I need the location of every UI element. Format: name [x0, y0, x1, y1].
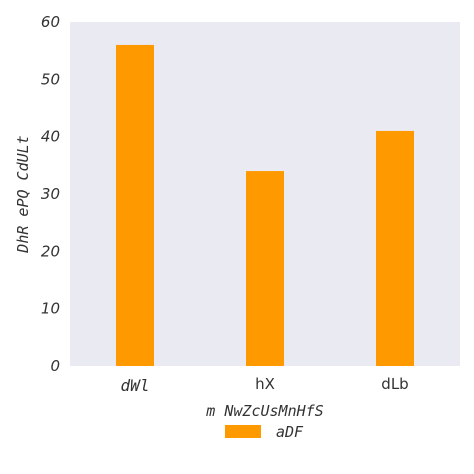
y-tick-label: 10: [41, 300, 60, 318]
x-axis-ticks: dWl hX dLb: [121, 375, 409, 395]
y-tick-label: 60: [41, 13, 60, 31]
y-tick-label: 20: [41, 242, 60, 260]
x-tick-label: dWl: [121, 376, 150, 395]
y-axis-ticks: 0 10 20 30 40 50 60: [41, 13, 60, 375]
y-tick-label: 0: [50, 357, 60, 375]
y-tick-label: 50: [41, 70, 60, 88]
x-tick-label: dLb: [381, 375, 408, 393]
x-tick-label: hX: [255, 375, 275, 393]
y-tick-label: 40: [41, 128, 60, 146]
y-tick-label: 30: [41, 185, 60, 203]
legend-swatch: [225, 425, 261, 438]
bar-dLb: [376, 130, 414, 366]
bars-group: [116, 44, 414, 366]
y-axis-label: DhR ePQ CdULt: [14, 135, 32, 253]
legend: aDF: [225, 423, 304, 441]
bar-hX: [246, 171, 284, 366]
legend-label: aDF: [276, 423, 304, 441]
x-axis-label: m NwZcUsMnHfS: [205, 402, 323, 420]
bar-dWl: [116, 44, 154, 366]
